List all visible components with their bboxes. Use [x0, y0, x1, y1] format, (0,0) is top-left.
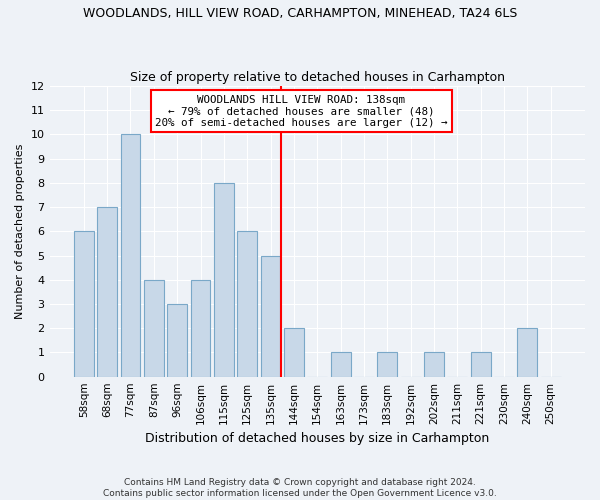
Bar: [121, 134, 140, 376]
Bar: [331, 352, 350, 376]
Text: WOODLANDS, HILL VIEW ROAD, CARHAMPTON, MINEHEAD, TA24 6LS: WOODLANDS, HILL VIEW ROAD, CARHAMPTON, M…: [83, 8, 517, 20]
Bar: [191, 280, 211, 376]
Bar: [424, 352, 444, 376]
Bar: [214, 183, 234, 376]
X-axis label: Distribution of detached houses by size in Carhampton: Distribution of detached houses by size …: [145, 432, 490, 445]
Bar: [471, 352, 491, 376]
Bar: [238, 232, 257, 376]
Bar: [284, 328, 304, 376]
Bar: [97, 207, 117, 376]
Bar: [377, 352, 397, 376]
Text: Contains HM Land Registry data © Crown copyright and database right 2024.
Contai: Contains HM Land Registry data © Crown c…: [103, 478, 497, 498]
Title: Size of property relative to detached houses in Carhampton: Size of property relative to detached ho…: [130, 70, 505, 84]
Bar: [74, 232, 94, 376]
Y-axis label: Number of detached properties: Number of detached properties: [15, 144, 25, 319]
Bar: [167, 304, 187, 376]
Bar: [260, 256, 280, 376]
Bar: [517, 328, 538, 376]
Bar: [144, 280, 164, 376]
Text: WOODLANDS HILL VIEW ROAD: 138sqm
← 79% of detached houses are smaller (48)
20% o: WOODLANDS HILL VIEW ROAD: 138sqm ← 79% o…: [155, 95, 448, 128]
